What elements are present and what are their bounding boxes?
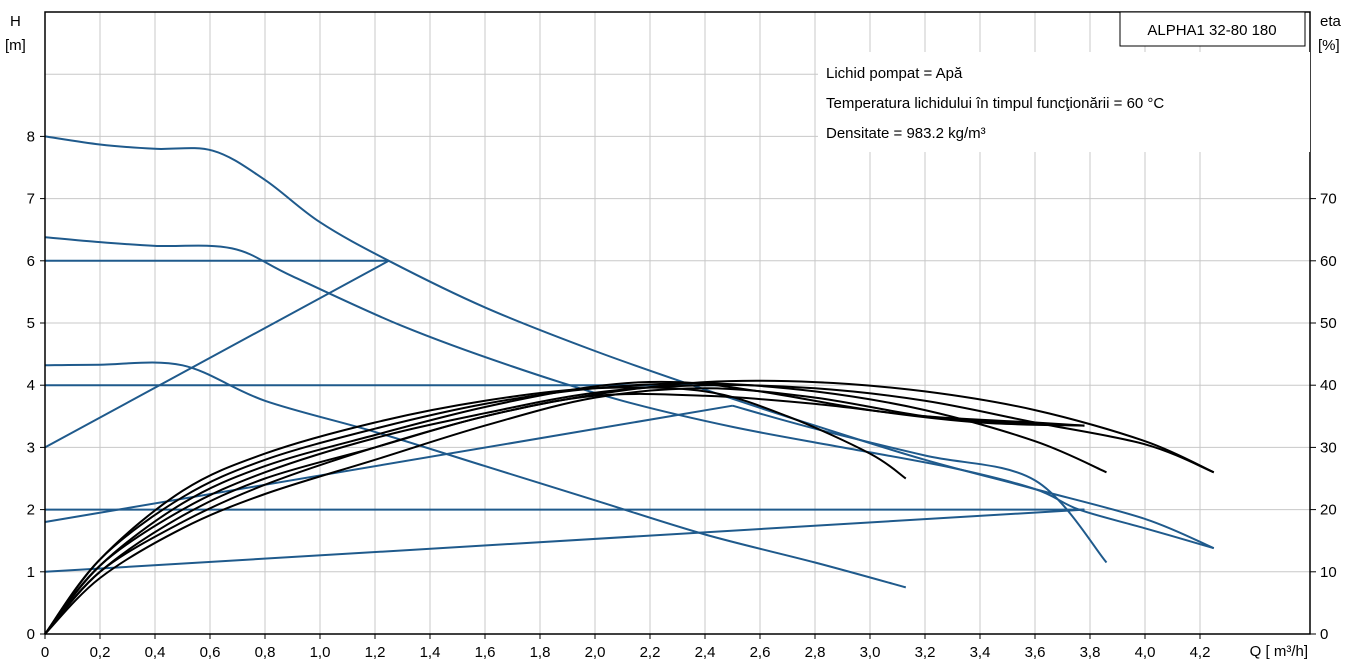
- x-tick-label: 0,4: [145, 644, 166, 661]
- head-curve: [44, 259, 390, 449]
- chart-title: ALPHA1 32-80 180: [1147, 22, 1276, 39]
- y2-axis-unit: [%]: [1318, 37, 1340, 54]
- head-curve: [44, 361, 907, 589]
- x-tick-label: 3,0: [860, 644, 881, 661]
- y-tick-label: 0: [27, 626, 35, 643]
- y2-tick-label: 50: [1320, 315, 1337, 332]
- info-line-temperature: Temperatura lichidului în timpul funcţio…: [826, 95, 1164, 112]
- y-tick-labels: 0 1 2 3 4 5 6 7 8: [27, 128, 45, 643]
- y2-axis-label: eta: [1320, 13, 1342, 30]
- x-tick-label: 2,4: [695, 644, 716, 661]
- y-axis-unit: [m]: [5, 37, 26, 54]
- x-tick-label: 4,0: [1135, 644, 1156, 661]
- y-tick-label: 4: [27, 377, 35, 394]
- y2-tick-labels: 0 10 20 30 40 50 60 70: [1310, 191, 1337, 643]
- head-curve: [732, 404, 1108, 564]
- x-tick-label: 2,8: [805, 644, 826, 661]
- y2-tick-label: 10: [1320, 564, 1337, 581]
- y-tick-label: 5: [27, 315, 35, 332]
- efficiency-curve: [44, 379, 1215, 635]
- y2-tick-label: 60: [1320, 253, 1337, 270]
- x-tick-label: 3,6: [1025, 644, 1046, 661]
- x-tick-label: 1,6: [475, 644, 496, 661]
- y2-tick-label: 70: [1320, 191, 1337, 208]
- x-tick-label: 0,2: [90, 644, 111, 661]
- x-tick-label: 0,6: [200, 644, 221, 661]
- y-axis-label: H: [10, 13, 21, 30]
- y-tick-label: 2: [27, 502, 35, 519]
- info-line-density: Densitate = 983.2 kg/m³: [826, 125, 986, 142]
- x-tick-labels: 0 0,2 0,4 0,6 0,8 1,0 1,2 1,4 1,6 1,8 2,0 2,2 2,4 2,6…: [41, 634, 1211, 661]
- head-curves: [44, 135, 1215, 589]
- x-tick-label: 2,0: [585, 644, 606, 661]
- head-curve: [44, 508, 1085, 573]
- info-box: [818, 52, 1310, 152]
- title-box: [1119, 11, 1306, 47]
- x-axis-label: Q [ m³/h]: [1250, 643, 1308, 660]
- x-tick-label: 0,8: [255, 644, 276, 661]
- x-tick-label: 3,8: [1080, 644, 1101, 661]
- x-tick-label: 0: [41, 644, 49, 661]
- y2-tick-label: 0: [1320, 626, 1328, 643]
- x-tick-label: 2,6: [750, 644, 771, 661]
- grid: [44, 12, 1310, 634]
- efficiency-curves: [44, 379, 1215, 635]
- x-tick-label: 1,4: [420, 644, 441, 661]
- x-tick-label: 2,2: [640, 644, 661, 661]
- y-tick-label: 3: [27, 439, 35, 456]
- y2-tick-label: 20: [1320, 502, 1337, 519]
- efficiency-curve: [44, 392, 1085, 635]
- efficiency-curve: [44, 386, 907, 635]
- y2-tick-label: 40: [1320, 377, 1337, 394]
- info-line-fluid: Lichid pompat = Apă: [826, 65, 963, 82]
- x-tick-label: 3,4: [970, 644, 991, 661]
- head-curve: [44, 404, 733, 523]
- x-axis-label-bg: [1215, 636, 1310, 660]
- y-tick-label: 7: [27, 191, 35, 208]
- y2-tick-label: 30: [1320, 439, 1337, 456]
- x-tick-label: 1,2: [365, 644, 386, 661]
- y-tick-label: 6: [27, 253, 35, 270]
- x-tick-label: 1,8: [530, 644, 551, 661]
- y-tick-label: 8: [27, 128, 35, 145]
- x-tick-label: 4,2: [1190, 644, 1211, 661]
- x-tick-label: 3,2: [915, 644, 936, 661]
- y-tick-label: 1: [27, 564, 35, 581]
- x-tick-label: 1,0: [310, 644, 331, 661]
